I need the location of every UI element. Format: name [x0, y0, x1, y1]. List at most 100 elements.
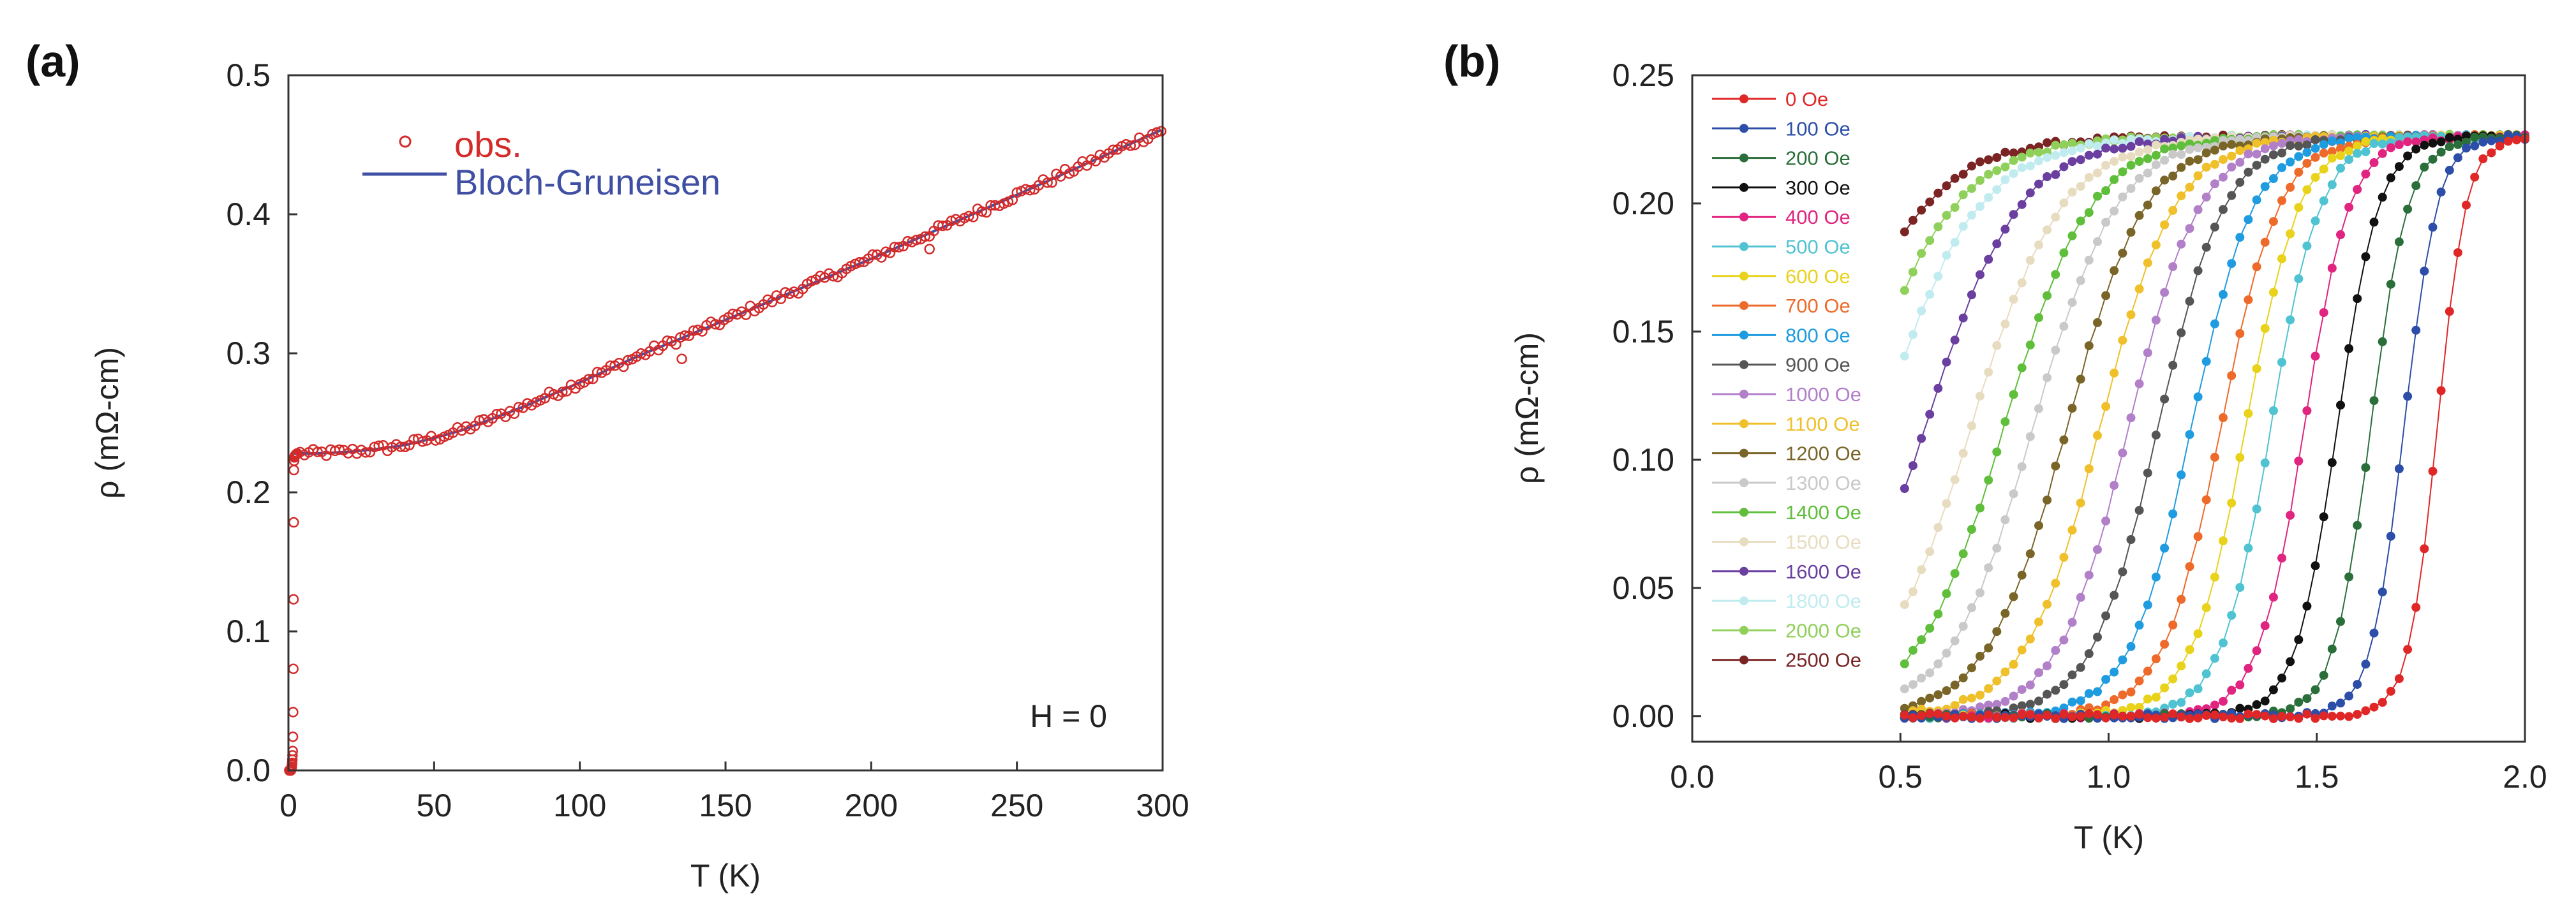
series-point: [2084, 649, 2094, 658]
series-point: [2093, 168, 2102, 178]
series-point: [1908, 216, 1917, 225]
series-point: [1984, 155, 1993, 165]
legend-item: 1400 Oe: [1712, 501, 1861, 524]
series-point: [2235, 453, 2245, 462]
series-point: [2143, 695, 2152, 703]
series-point: [1933, 609, 1943, 619]
series-point: [2059, 140, 2069, 149]
series-point: [1950, 203, 1960, 212]
series-point: [2353, 185, 2362, 194]
series-point: [1967, 290, 1976, 300]
series-point: [2244, 543, 2253, 553]
series-point: [2017, 710, 2027, 719]
series-point: [2445, 307, 2454, 316]
series-point: [2193, 171, 2203, 180]
legend-item: 400 Oe: [1712, 206, 1850, 228]
series-point: [2009, 713, 2018, 723]
series-point: [2134, 621, 2144, 630]
series-point: [2084, 173, 2094, 182]
obs-point: [288, 707, 299, 717]
legend-obs-label: obs.: [454, 124, 522, 165]
series-point: [2235, 146, 2245, 156]
series-point: [2051, 686, 2060, 695]
panel-a-x-tick-label: 200: [845, 788, 898, 823]
series-point: [2025, 710, 2035, 719]
series-point: [2067, 231, 2077, 240]
legend-swatch-marker: [1739, 301, 1748, 311]
series-point: [2101, 402, 2111, 411]
series-point: [2025, 634, 2035, 644]
series-point: [2353, 133, 2362, 142]
series-point: [2000, 696, 2010, 706]
series-point: [2268, 150, 2278, 159]
obs-point: [1046, 177, 1057, 188]
series-point: [2386, 279, 2395, 289]
series-point: [2462, 131, 2471, 141]
series-point: [2067, 298, 2077, 307]
obs-point: [679, 330, 690, 341]
series-point: [2009, 489, 2018, 499]
series-point: [2227, 714, 2237, 723]
series-point: [2034, 521, 2043, 531]
obs-point: [740, 309, 752, 320]
series-point: [1925, 693, 1935, 703]
series-point: [1976, 588, 1984, 598]
legend-item: 800 Oe: [1712, 324, 1850, 346]
series-point: [1992, 185, 2002, 195]
series-point: [2252, 700, 2261, 709]
series-point: [1950, 237, 1960, 247]
series-point: [1917, 306, 1926, 316]
series-point: [2009, 169, 2018, 179]
series-point: [2017, 278, 2027, 288]
series-point: [2134, 710, 2144, 719]
legend-label: 400 Oe: [1785, 206, 1850, 228]
series-point: [2277, 673, 2286, 683]
series-point: [2201, 357, 2211, 366]
series-point: [1967, 184, 1976, 193]
series-point: [2118, 335, 2127, 345]
series-point: [2260, 711, 2270, 721]
series-point: [2177, 163, 2186, 172]
series-point: [2118, 152, 2127, 162]
series-point: [2110, 135, 2119, 145]
series-point: [1976, 202, 1984, 211]
series-point: [1976, 270, 1984, 279]
series-point: [2353, 710, 2362, 719]
series-point: [2118, 248, 2127, 258]
series-point: [2219, 696, 2228, 706]
series-point: [2244, 409, 2253, 418]
series-point: [2017, 462, 2027, 471]
series-point: [2043, 710, 2052, 720]
series-point: [2177, 712, 2186, 722]
series-point: [2260, 324, 2270, 333]
series-point: [2151, 315, 2161, 325]
series-point: [1984, 170, 1993, 179]
legend-obs-marker: [399, 135, 412, 148]
series-point: [2378, 139, 2387, 149]
series-point: [2126, 135, 2136, 144]
legend-label: 900 Oe: [1785, 354, 1850, 376]
panel-a-x-tick-label: 0: [279, 788, 297, 823]
series-point: [2110, 710, 2119, 719]
obs-point: [924, 244, 935, 254]
series-point: [2017, 200, 2027, 209]
series-point: [2177, 328, 2186, 337]
legend-swatch-marker: [1739, 212, 1748, 222]
series-point: [2420, 267, 2429, 276]
panel-a-y-ticks: 0.0 0.1 0.2 0.3 0.4 0.5: [226, 57, 297, 788]
series-point: [2034, 617, 2043, 627]
series-point: [2076, 155, 2085, 165]
legend-fit-label: Bloch-Gruneisen: [454, 162, 720, 202]
series-point: [2319, 308, 2328, 318]
obs-point: [430, 435, 441, 446]
series-point: [1976, 392, 1984, 401]
legend-item: 2000 Oe: [1712, 619, 1861, 642]
panel-b-y-tick-label: 0.10: [1612, 442, 1674, 478]
series-point: [2201, 148, 2211, 158]
series-point: [2151, 151, 2161, 160]
series-point: [1933, 659, 1943, 668]
series-point: [1925, 409, 1935, 419]
series-point: [2051, 346, 2060, 355]
series-point: [2319, 140, 2328, 149]
